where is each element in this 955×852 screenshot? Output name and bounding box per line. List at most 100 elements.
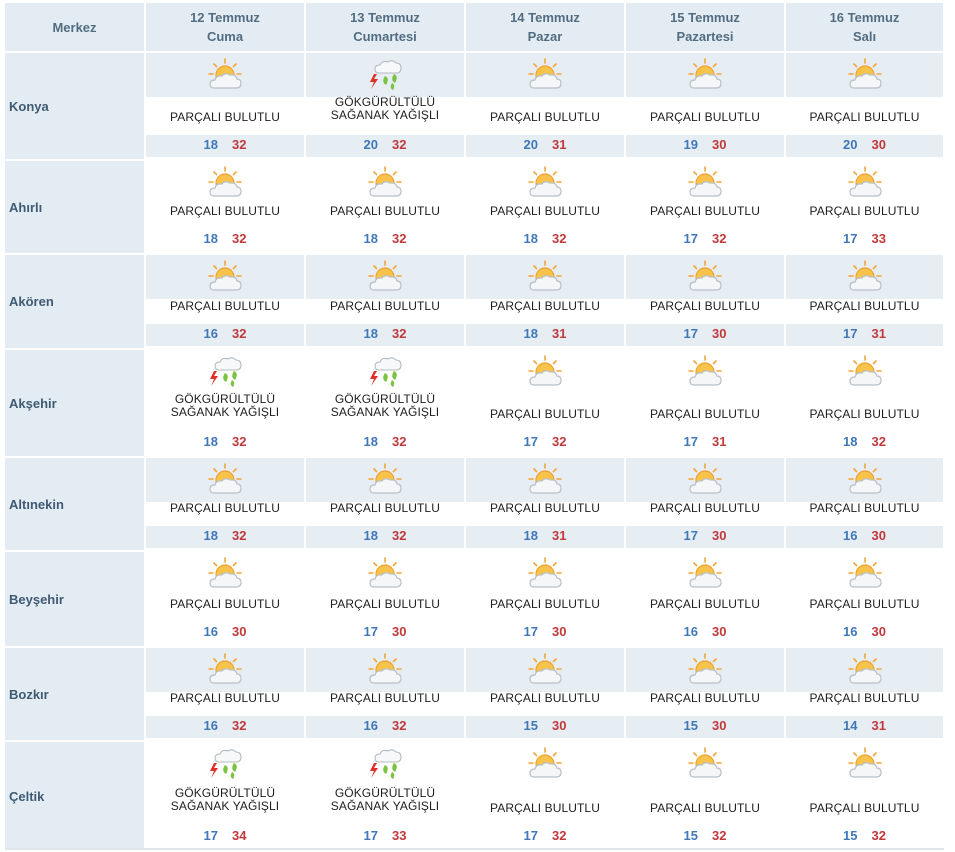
city-name: Beyşehir <box>5 552 144 646</box>
thunderstorm-rain-icon <box>366 746 404 780</box>
partly-cloudy-icon <box>526 746 564 780</box>
min-temp: 15 <box>843 828 858 843</box>
city-name: Konya <box>5 53 144 159</box>
condition-text: PARÇALI BULUTLU <box>809 407 920 421</box>
max-temp: 32 <box>232 231 247 246</box>
condition-text: PARÇALI BULUTLU <box>809 501 920 515</box>
partly-cloudy-icon <box>526 462 564 496</box>
partly-cloudy-icon <box>846 652 884 686</box>
partly-cloudy-icon <box>206 259 244 293</box>
forecast-cell: PARÇALI BULUTLU 17 30 <box>466 552 624 646</box>
condition-text: PARÇALI BULUTLU <box>170 299 280 313</box>
condition-text: PARÇALI BULUTLU <box>809 801 920 815</box>
min-temp: 16 <box>203 624 218 639</box>
city-name: Akşehir <box>5 350 144 456</box>
max-temp: 33 <box>392 828 407 843</box>
min-temp: 18 <box>523 528 538 543</box>
max-temp: 30 <box>552 718 567 733</box>
forecast-cell: PARÇALI BULUTLU 19 30 <box>626 53 784 159</box>
forecast-cell: PARÇALI BULUTLU 18 32 <box>306 458 464 550</box>
forecast-cell: PARÇALI BULUTLU 17 33 <box>786 161 943 253</box>
max-temp: 32 <box>392 326 407 341</box>
temperature-range: 18 32 <box>146 434 304 450</box>
temperature-range: 14 31 <box>786 718 943 734</box>
max-temp: 31 <box>871 718 886 733</box>
day-date: 14 Temmuz <box>510 10 580 25</box>
max-temp: 30 <box>392 624 407 639</box>
partly-cloudy-icon <box>206 165 244 199</box>
temperature-range: 15 32 <box>786 828 943 844</box>
min-temp: 17 <box>683 434 698 449</box>
day-weekday: Cuma <box>206 29 244 44</box>
condition-text: PARÇALI BULUTLU <box>650 801 760 815</box>
day-date: 15 Temmuz <box>670 10 740 25</box>
forecast-cell: PARÇALI BULUTLU 18 31 <box>466 255 624 348</box>
max-temp: 31 <box>552 326 567 341</box>
min-temp: 20 <box>523 137 538 152</box>
forecast-cell: PARÇALI BULUTLU 16 32 <box>146 255 304 348</box>
table-bottom-border <box>5 848 944 850</box>
condition-text: PARÇALI BULUTLU <box>650 691 760 705</box>
max-temp: 32 <box>392 528 407 543</box>
max-temp: 30 <box>232 624 247 639</box>
temperature-range: 17 34 <box>146 828 304 844</box>
partly-cloudy-icon <box>526 652 564 686</box>
temperature-range: 17 33 <box>786 231 943 247</box>
temperature-range: 17 31 <box>626 434 784 450</box>
day-header: 14 Temmuz Pazar <box>466 3 624 51</box>
max-temp: 30 <box>871 624 886 639</box>
partly-cloudy-icon <box>206 556 244 590</box>
city-name: Akören <box>5 255 144 348</box>
temperature-range: 17 30 <box>306 624 464 640</box>
forecast-cell: PARÇALI BULUTLU 18 32 <box>306 161 464 253</box>
condition-text: PARÇALI BULUTLU <box>650 597 760 611</box>
temperature-range: 16 30 <box>786 528 943 544</box>
condition-text: PARÇALI BULUTLU <box>809 691 920 705</box>
temperature-range: 16 30 <box>626 624 784 640</box>
temperature-range: 18 31 <box>466 528 624 544</box>
temperature-range: 16 32 <box>146 718 304 734</box>
forecast-cell: PARÇALI BULUTLU 18 32 <box>146 458 304 550</box>
condition-text: PARÇALI BULUTLU <box>170 204 280 218</box>
temperature-range: 18 32 <box>306 434 464 450</box>
temperature-range: 18 32 <box>306 326 464 342</box>
temperature-range: 17 30 <box>466 624 624 640</box>
temperature-range: 20 31 <box>466 137 624 153</box>
temperature-range: 16 32 <box>146 326 304 342</box>
min-temp: 16 <box>683 624 698 639</box>
temperature-range: 20 32 <box>306 137 464 153</box>
partly-cloudy-icon <box>846 746 884 780</box>
max-temp: 32 <box>392 434 407 449</box>
partly-cloudy-icon <box>526 259 564 293</box>
city-name: Bozkır <box>5 648 144 740</box>
day-weekday: Cumartesi <box>353 29 417 44</box>
day-date: 13 Temmuz <box>350 10 420 25</box>
forecast-cell: PARÇALI BULUTLU 16 30 <box>146 552 304 646</box>
min-temp: 18 <box>363 231 378 246</box>
condition-text: PARÇALI BULUTLU <box>490 801 600 815</box>
forecast-cell: PARÇALI BULUTLU 16 32 <box>146 648 304 740</box>
day-header: 15 Temmuz Pazartesi <box>626 3 784 51</box>
min-temp: 17 <box>363 828 378 843</box>
max-temp: 31 <box>552 137 567 152</box>
forecast-cell: PARÇALI BULUTLU 18 32 <box>786 350 943 456</box>
condition-text: PARÇALI BULUTLU <box>490 597 600 611</box>
partly-cloudy-icon <box>526 556 564 590</box>
forecast-cell: GÖKGÜRÜLTÜLÜ SAĞANAK YAĞIŞLI 18 32 <box>146 350 304 456</box>
min-temp: 16 <box>843 624 858 639</box>
temperature-range: 15 30 <box>626 718 784 734</box>
partly-cloudy-icon <box>366 165 404 199</box>
min-temp: 17 <box>843 326 858 341</box>
partly-cloudy-icon <box>206 462 244 496</box>
min-temp: 20 <box>363 137 378 152</box>
temperature-range: 18 32 <box>786 434 943 450</box>
partly-cloudy-icon <box>366 462 404 496</box>
condition-text: PARÇALI BULUTLU <box>330 501 440 515</box>
day-weekday: Pazar <box>527 29 563 44</box>
partly-cloudy-icon <box>526 165 564 199</box>
day-weekday: Pazartesi <box>676 29 734 44</box>
day-header: 16 Temmuz Salı <box>786 3 943 51</box>
temperature-range: 16 30 <box>786 624 943 640</box>
temperature-range: 17 32 <box>466 434 624 450</box>
partly-cloudy-icon <box>366 259 404 293</box>
